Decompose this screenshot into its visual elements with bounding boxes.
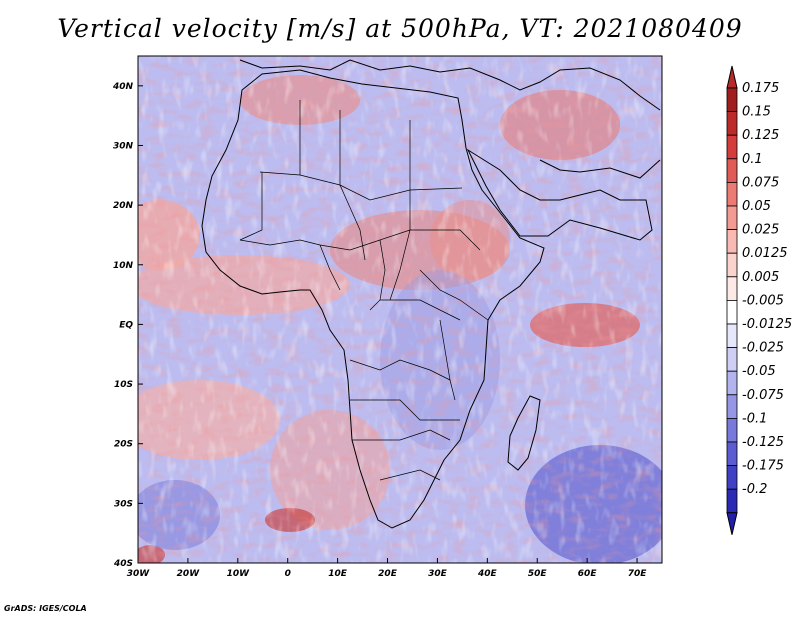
colorbar-label: -0.2: [742, 482, 767, 497]
colorbar-swatch: [726, 111, 738, 136]
colorbar-swatch: [726, 347, 738, 372]
colorbar-label: 0.05: [742, 199, 771, 214]
colorbar-swatch: [726, 181, 738, 207]
plot-frame: [137, 55, 663, 564]
x-tick-label: 30W: [127, 569, 151, 579]
y-tick-label: 10N: [113, 261, 134, 271]
x-tick-label: 10E: [328, 569, 348, 579]
y-tick-label: 40S: [113, 559, 133, 569]
colorbar-label: -0.0125: [742, 317, 792, 332]
colorbar-label: 0.1: [742, 152, 763, 167]
colorbar-label: 0.0125: [742, 246, 788, 261]
colorbar-label: -0.05: [742, 364, 776, 379]
y-tick-label: EQ: [119, 320, 133, 330]
colorbar-label: -0.125: [742, 435, 784, 450]
colorbar-label: -0.075: [742, 388, 784, 403]
colorbar-swatch: [726, 323, 738, 349]
velocity-field: [138, 56, 662, 563]
colorbar-label: 0.005: [742, 270, 779, 285]
y-tick-label: 20S: [114, 440, 133, 450]
x-tick-label: 60E: [578, 569, 598, 579]
x-tick-label: 10W: [227, 569, 251, 579]
colorbar-label: 0.025: [742, 223, 779, 238]
x-tick-label: 50E: [528, 569, 548, 579]
colorbar-label: -0.025: [742, 341, 784, 356]
colorbar-label: 0.125: [742, 128, 779, 143]
colorbar-swatch: [726, 370, 738, 396]
colorbar: 0.175 0.15 0.125 0.1 0.075 0.05 0.025 0.0125 0.0…: [726, 65, 792, 535]
colorbar-swatch: [726, 394, 738, 419]
colorbar-swatch: [726, 205, 738, 231]
colorbar-swatch: [726, 87, 738, 113]
colorbar-swatch: [726, 276, 738, 301]
colorbar-swatch: [726, 158, 738, 183]
plot-title: Vertical velocity [m/s] at 500hPa, VT: 2…: [57, 14, 743, 43]
colorbar-swatch: [726, 252, 738, 278]
colorbar-swatch: [726, 465, 738, 490]
x-tick-label: 30E: [428, 569, 448, 579]
y-tick-label: 10S: [114, 380, 133, 390]
x-tick-label: 20W: [177, 569, 201, 579]
country-borders: [239, 100, 489, 481]
colorbar-swatch: [726, 229, 738, 254]
colorbar-swatch: [726, 441, 738, 467]
y-tick-label: 30N: [113, 141, 134, 151]
x-tick-label: 40E: [477, 569, 498, 579]
colorbar-label: -0.175: [742, 459, 784, 474]
x-tick-label: 0: [285, 569, 291, 579]
y-tick-label: 20N: [113, 201, 134, 211]
colorbar-swatch: [726, 299, 738, 325]
colorbar-label: 0.15: [742, 105, 771, 120]
y-axis: 40N 30N 20N 10N EQ 10S 20S 30S 40S: [112, 82, 143, 569]
y-tick-label: 40N: [112, 82, 134, 92]
colorbar-top-arrow: [726, 65, 738, 89]
colorbar-label: 0.075: [742, 175, 779, 190]
colorbar-label: -0.1: [742, 411, 767, 426]
colorbar-label: -0.005: [742, 293, 784, 308]
colorbar-label: 0.175: [742, 81, 779, 96]
colorbar-swatch: [726, 488, 738, 514]
grads-credit: GrADS: IGES/COLA: [4, 604, 87, 613]
x-tick-label: 70E: [628, 569, 648, 579]
colorbar-swatch: [726, 417, 738, 443]
y-tick-label: 30S: [114, 499, 133, 509]
x-tick-label: 20E: [378, 569, 398, 579]
x-axis: 30W 20W 10W 0 10E 20E 30E 40E 50E 60E 70E: [127, 558, 647, 579]
coastlines: [201, 59, 661, 529]
colorbar-bottom-arrow: [726, 512, 738, 535]
colorbar-swatch: [726, 134, 738, 160]
